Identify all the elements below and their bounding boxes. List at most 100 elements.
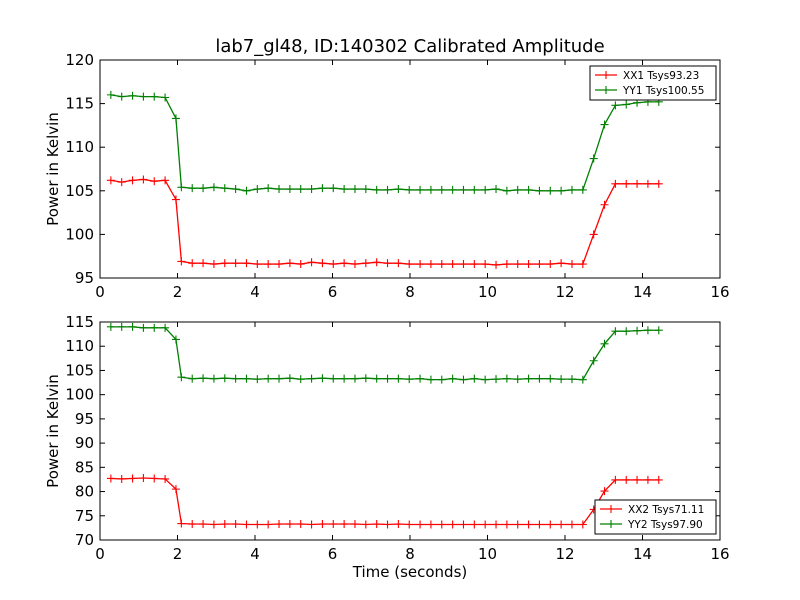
data-point	[459, 375, 468, 384]
y-tick-label: 115	[65, 313, 94, 331]
data-point	[567, 185, 576, 194]
data-point	[524, 185, 533, 194]
data-point	[253, 375, 262, 384]
legend-marker	[607, 520, 615, 528]
data-point	[361, 374, 370, 383]
series-XX1	[106, 175, 663, 269]
data-point	[242, 186, 251, 195]
y-axis-label: Power in Kelvin	[44, 112, 62, 226]
data-point	[231, 374, 240, 383]
data-point	[128, 176, 137, 185]
legend-label: XX1 Tsys93.23	[623, 70, 699, 82]
data-point	[106, 322, 115, 331]
plot-frame	[99, 321, 721, 541]
data-point	[139, 473, 148, 482]
data-point	[106, 176, 115, 185]
legend-box	[589, 65, 717, 101]
series-line	[110, 477, 659, 526]
data-point	[275, 260, 284, 269]
data-point	[524, 374, 533, 383]
data-point	[318, 184, 327, 193]
data-point	[150, 474, 159, 483]
data-point	[350, 374, 359, 383]
data-point	[557, 186, 566, 195]
data-point	[470, 520, 479, 529]
data-point	[448, 260, 457, 269]
data-point	[285, 374, 294, 383]
data-point	[296, 185, 305, 194]
data-point	[502, 520, 511, 529]
data-point	[220, 184, 229, 193]
data-point	[633, 326, 642, 335]
data-point	[296, 260, 305, 269]
data-point	[275, 374, 284, 383]
y-tick-label: 120	[65, 51, 94, 69]
data-point	[307, 374, 316, 383]
y-tick-label: 100	[65, 386, 94, 404]
x-tick-label: 6	[328, 283, 338, 301]
data-point	[654, 326, 663, 335]
y-tick-label: 75	[75, 507, 94, 525]
data-point	[177, 257, 186, 266]
data-point	[264, 520, 273, 529]
data-point	[188, 184, 197, 193]
data-point	[611, 179, 620, 188]
x-tick-label: 14	[633, 283, 652, 301]
y-tick-label: 70	[75, 531, 94, 549]
bottom-panel: 0 2 4 6 8 10 12 14 16 70 75 80 85 90 95 100 105 110 115 Pow…	[44, 313, 730, 563]
data-point	[405, 375, 414, 384]
x-tick-label: 10	[478, 545, 497, 563]
data-point	[546, 186, 555, 195]
y-tick-label: 95	[75, 269, 94, 287]
data-point	[150, 323, 159, 332]
data-point	[307, 185, 316, 194]
x-tick-label: 12	[555, 545, 574, 563]
data-point	[426, 260, 435, 269]
plot-frame	[99, 59, 721, 279]
data-point	[513, 375, 522, 384]
data-point	[296, 520, 305, 529]
data-point	[188, 259, 197, 268]
data-point	[318, 520, 327, 529]
data-point	[643, 475, 652, 484]
data-point	[177, 519, 186, 528]
data-point	[220, 259, 229, 268]
data-point	[557, 259, 566, 268]
data-point	[394, 520, 403, 529]
figure-title: lab7_gl48, ID:140302 Calibrated Amplitud…	[215, 36, 604, 57]
data-point	[589, 356, 598, 365]
data-point	[372, 374, 381, 383]
data-point	[622, 327, 631, 336]
data-point	[161, 93, 170, 102]
series-YY1	[106, 90, 663, 195]
data-point	[589, 230, 598, 239]
data-point	[242, 374, 251, 383]
x-tick-label: 4	[250, 545, 260, 563]
x-tick-label: 4	[250, 283, 260, 301]
data-point	[437, 260, 446, 269]
data-point	[426, 520, 435, 529]
data-point	[117, 474, 126, 483]
y-tick-label: 80	[75, 483, 94, 501]
data-point	[383, 259, 392, 268]
data-point	[128, 474, 137, 483]
legend-marker	[607, 505, 615, 513]
legend-marker	[602, 86, 610, 94]
data-point	[492, 375, 501, 384]
data-point	[340, 374, 349, 383]
data-point	[492, 260, 501, 269]
data-point	[416, 260, 425, 269]
data-point	[481, 375, 490, 384]
data-point	[350, 260, 359, 269]
data-point	[150, 92, 159, 101]
data-point	[220, 374, 229, 383]
data-point	[481, 260, 490, 269]
data-point	[372, 258, 381, 267]
data-point	[161, 176, 170, 185]
data-point	[329, 374, 338, 383]
data-point	[242, 259, 251, 268]
data-point	[416, 520, 425, 529]
data-point	[633, 179, 642, 188]
data-point	[654, 475, 663, 484]
data-point	[394, 374, 403, 383]
